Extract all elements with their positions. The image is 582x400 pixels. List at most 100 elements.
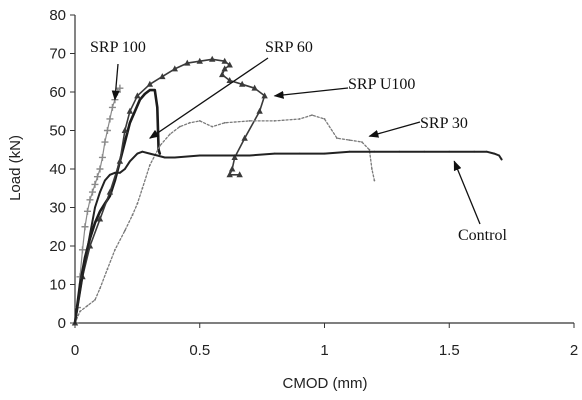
data-point-srp-30 <box>198 119 201 122</box>
annotation-arrow-control <box>453 160 481 225</box>
data-point-srp-30 <box>178 125 181 128</box>
data-point-srp-60 <box>143 93 146 95</box>
data-point-control <box>148 152 151 155</box>
data-point-srp-100 <box>83 207 91 215</box>
data-point-srp-30 <box>99 287 101 290</box>
annotation-layer: SRP 100 SRP 60 SRP U100 SRP 30 Control <box>90 39 507 244</box>
data-point-control <box>136 152 139 155</box>
data-point-srp-60 <box>148 89 151 91</box>
data-point-srp-u100 <box>196 57 203 64</box>
annotation-label-srp-100: SRP 100 <box>90 39 146 56</box>
data-point-control <box>99 191 101 194</box>
series-line-srp-u100 <box>74 58 266 324</box>
data-point-srp-30 <box>336 137 338 140</box>
data-point-srp-60 <box>138 98 141 101</box>
annotation-label-srp-u100: SRP U100 <box>348 76 415 93</box>
data-point-srp-u100 <box>256 107 263 114</box>
data-point-srp-u100 <box>134 92 141 99</box>
data-point-control <box>128 160 131 163</box>
data-point-control <box>423 150 426 153</box>
data-point-srp-u100 <box>126 107 134 114</box>
data-point-srp-u100 <box>226 61 233 68</box>
data-point-srp-30 <box>158 145 161 147</box>
data-point-control <box>109 173 111 176</box>
data-point-srp-60 <box>158 152 161 155</box>
y-tick-label: 70 <box>49 46 66 63</box>
data-point-srp-60 <box>153 89 156 91</box>
data-point-srp-30 <box>211 125 214 128</box>
data-point-srp-100 <box>103 127 111 134</box>
y-tick-label: 80 <box>49 7 66 24</box>
data-point-srp-30 <box>168 133 171 136</box>
y-tick-label: 0 <box>58 315 66 332</box>
data-point-srp-30 <box>361 141 363 143</box>
data-point-srp-u100 <box>159 73 166 80</box>
data-point-srp-100 <box>86 196 94 204</box>
x-tick-label: 2 <box>570 342 578 359</box>
data-point-srp-100 <box>116 84 124 92</box>
data-point-srp-30 <box>368 148 371 151</box>
data-point-srp-60 <box>128 121 131 124</box>
data-point-control <box>298 152 301 155</box>
data-point-srp-30 <box>86 304 89 307</box>
series-control <box>74 150 503 324</box>
data-point-control <box>89 233 91 236</box>
annotation-arrow-srp-60 <box>149 57 269 139</box>
y-tick-label: 50 <box>49 123 66 140</box>
data-point-srp-30 <box>94 299 96 301</box>
data-point-control <box>79 291 81 294</box>
data-point-control <box>141 150 144 153</box>
x-tick-label: 1 <box>320 342 328 359</box>
data-point-control <box>198 154 201 157</box>
data-point-srp-30 <box>298 118 301 120</box>
data-point-srp-100 <box>81 223 89 231</box>
x-tick-label: 0 <box>71 342 79 359</box>
x-tick-label: 0.5 <box>189 342 210 359</box>
y-axis-title: Load (kN) <box>7 135 24 201</box>
data-point-srp-u100 <box>251 84 258 91</box>
data-point-srp-100 <box>101 138 109 146</box>
data-point-srp-30 <box>131 214 134 217</box>
series-layer <box>71 55 503 327</box>
y-tick-label: 30 <box>49 200 66 217</box>
data-point-srp-u100 <box>221 57 228 64</box>
data-point-srp-30 <box>106 268 109 270</box>
data-point-control <box>94 206 96 209</box>
data-point-srp-30 <box>114 248 116 251</box>
data-point-srp-u100 <box>116 157 124 164</box>
data-point-srp-u100 <box>226 76 233 83</box>
data-point-srp-30 <box>311 114 313 116</box>
annotation-label-srp-30: SRP 30 <box>420 115 468 132</box>
y-tick-label: 10 <box>49 277 66 294</box>
annotation-arrow-srp-100 <box>111 63 120 101</box>
data-point-srp-u100 <box>106 188 114 195</box>
data-point-srp-u100 <box>96 215 104 222</box>
data-point-control <box>173 156 176 159</box>
data-point-control <box>248 154 251 157</box>
data-point-srp-100 <box>98 153 106 161</box>
data-point-control <box>348 150 351 153</box>
data-point-srp-30 <box>248 119 251 122</box>
data-point-srp-u100 <box>184 59 191 66</box>
data-point-srp-100 <box>93 173 101 181</box>
data-point-srp-u100 <box>226 171 233 178</box>
data-point-srp-60 <box>133 110 136 113</box>
data-point-srp-100 <box>96 165 104 173</box>
data-point-control <box>223 154 226 157</box>
data-point-control <box>398 150 401 153</box>
data-point-srp-u100 <box>171 65 178 72</box>
y-tick-label: 20 <box>49 238 66 255</box>
data-point-srp-30 <box>79 310 81 313</box>
data-point-srp-60 <box>124 141 126 143</box>
data-point-control <box>74 322 76 324</box>
data-point-srp-100 <box>88 188 96 196</box>
data-point-control <box>273 152 276 155</box>
data-point-srp-60 <box>156 106 159 109</box>
data-point-srp-100 <box>108 103 116 111</box>
annotation-label-control: Control <box>458 227 507 244</box>
y-tick-label: 40 <box>49 161 66 178</box>
data-point-srp-u100 <box>236 171 243 178</box>
series-srp-60 <box>73 88 162 325</box>
